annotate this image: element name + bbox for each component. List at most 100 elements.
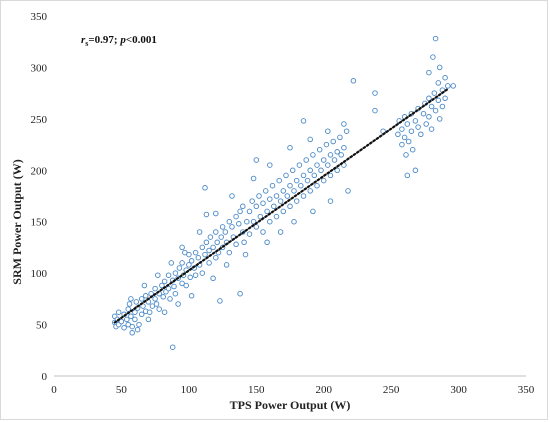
data-point bbox=[325, 162, 331, 168]
y-axis-title: SRM Power Output (W) bbox=[10, 159, 24, 284]
data-point bbox=[331, 157, 338, 163]
data-point bbox=[187, 274, 193, 281]
x-tick-label: 300 bbox=[450, 384, 467, 396]
data-point bbox=[341, 121, 347, 127]
data-point bbox=[264, 208, 270, 215]
data-point bbox=[310, 208, 316, 215]
data-point bbox=[145, 316, 152, 323]
data-point bbox=[264, 239, 270, 246]
data-point bbox=[445, 83, 451, 89]
data-point bbox=[253, 224, 260, 230]
data-point bbox=[175, 301, 181, 307]
data-point bbox=[401, 134, 408, 141]
data-point bbox=[307, 136, 313, 143]
data-point bbox=[132, 316, 138, 323]
data-point bbox=[133, 299, 140, 305]
data-point bbox=[267, 196, 273, 202]
data-point bbox=[341, 144, 347, 151]
data-point bbox=[303, 157, 309, 163]
data-point bbox=[229, 224, 235, 230]
data-point bbox=[179, 280, 185, 287]
data-point bbox=[240, 203, 246, 210]
data-point bbox=[124, 316, 130, 323]
data-point bbox=[300, 193, 307, 199]
data-point bbox=[128, 296, 134, 302]
p-symbol: p bbox=[119, 34, 126, 46]
data-point bbox=[153, 301, 160, 307]
data-point bbox=[210, 275, 216, 282]
data-point bbox=[430, 54, 436, 60]
data-point bbox=[213, 210, 219, 217]
data-point bbox=[409, 146, 416, 153]
data-point bbox=[273, 193, 280, 199]
data-point bbox=[404, 121, 411, 127]
data-point bbox=[415, 124, 421, 130]
x-tick-label: 50 bbox=[116, 384, 128, 396]
y-tick-label: 0 bbox=[42, 371, 48, 383]
data-point bbox=[217, 298, 223, 304]
data-point bbox=[141, 282, 148, 289]
data-point bbox=[287, 182, 293, 189]
data-point bbox=[435, 80, 442, 86]
data-point bbox=[408, 128, 415, 134]
data-point bbox=[115, 309, 122, 315]
data-point bbox=[203, 211, 210, 218]
x-tick-labels: 0 50 100 150 200 250 300 350 bbox=[51, 384, 535, 396]
data-point bbox=[293, 198, 300, 204]
y-tick-label: 150 bbox=[31, 217, 48, 229]
data-point bbox=[186, 262, 192, 268]
data-point bbox=[311, 172, 318, 179]
data-point bbox=[136, 321, 142, 328]
data-point bbox=[426, 114, 432, 120]
data-point bbox=[161, 309, 168, 315]
data-point bbox=[345, 188, 351, 194]
data-point bbox=[277, 198, 284, 204]
data-point bbox=[350, 78, 357, 84]
data-point bbox=[250, 218, 257, 225]
y-tick-label: 100 bbox=[31, 268, 48, 280]
data-point bbox=[237, 208, 243, 215]
y-tick-label: 300 bbox=[31, 62, 48, 74]
x-tick-label: 150 bbox=[248, 384, 265, 396]
data-point bbox=[183, 282, 189, 289]
data-point bbox=[246, 231, 253, 237]
data-point bbox=[439, 103, 446, 110]
data-point bbox=[323, 141, 330, 148]
correlation-annotation: rs=0.97; p<0.001 bbox=[81, 34, 157, 48]
data-point bbox=[327, 172, 334, 179]
x-tick-label: 100 bbox=[181, 384, 198, 396]
data-point bbox=[304, 177, 311, 184]
data-point bbox=[188, 258, 195, 264]
data-point bbox=[155, 272, 161, 278]
y-tick-label: 200 bbox=[31, 165, 48, 177]
data-point bbox=[236, 221, 242, 227]
data-point bbox=[423, 121, 429, 127]
data-point bbox=[233, 213, 239, 220]
data-point bbox=[399, 141, 405, 148]
data-point bbox=[129, 323, 135, 330]
data-point bbox=[450, 83, 456, 89]
data-point bbox=[132, 309, 138, 315]
data-point bbox=[405, 138, 412, 145]
data-point bbox=[246, 208, 253, 215]
data-point bbox=[165, 285, 172, 292]
data-point bbox=[280, 188, 287, 194]
data-point bbox=[159, 282, 165, 289]
x-tick-label: 350 bbox=[518, 384, 535, 396]
data-point bbox=[152, 285, 158, 292]
data-point bbox=[307, 167, 313, 174]
data-point bbox=[146, 309, 153, 315]
data-point bbox=[262, 188, 269, 194]
data-point bbox=[176, 265, 183, 271]
data-point bbox=[330, 138, 336, 145]
data-point bbox=[431, 90, 438, 96]
data-point bbox=[161, 278, 168, 285]
data-point bbox=[432, 107, 439, 114]
data-point bbox=[160, 294, 166, 300]
data-point bbox=[192, 272, 199, 278]
data-point bbox=[442, 95, 448, 102]
data-point bbox=[142, 293, 149, 299]
data-point bbox=[138, 311, 145, 318]
